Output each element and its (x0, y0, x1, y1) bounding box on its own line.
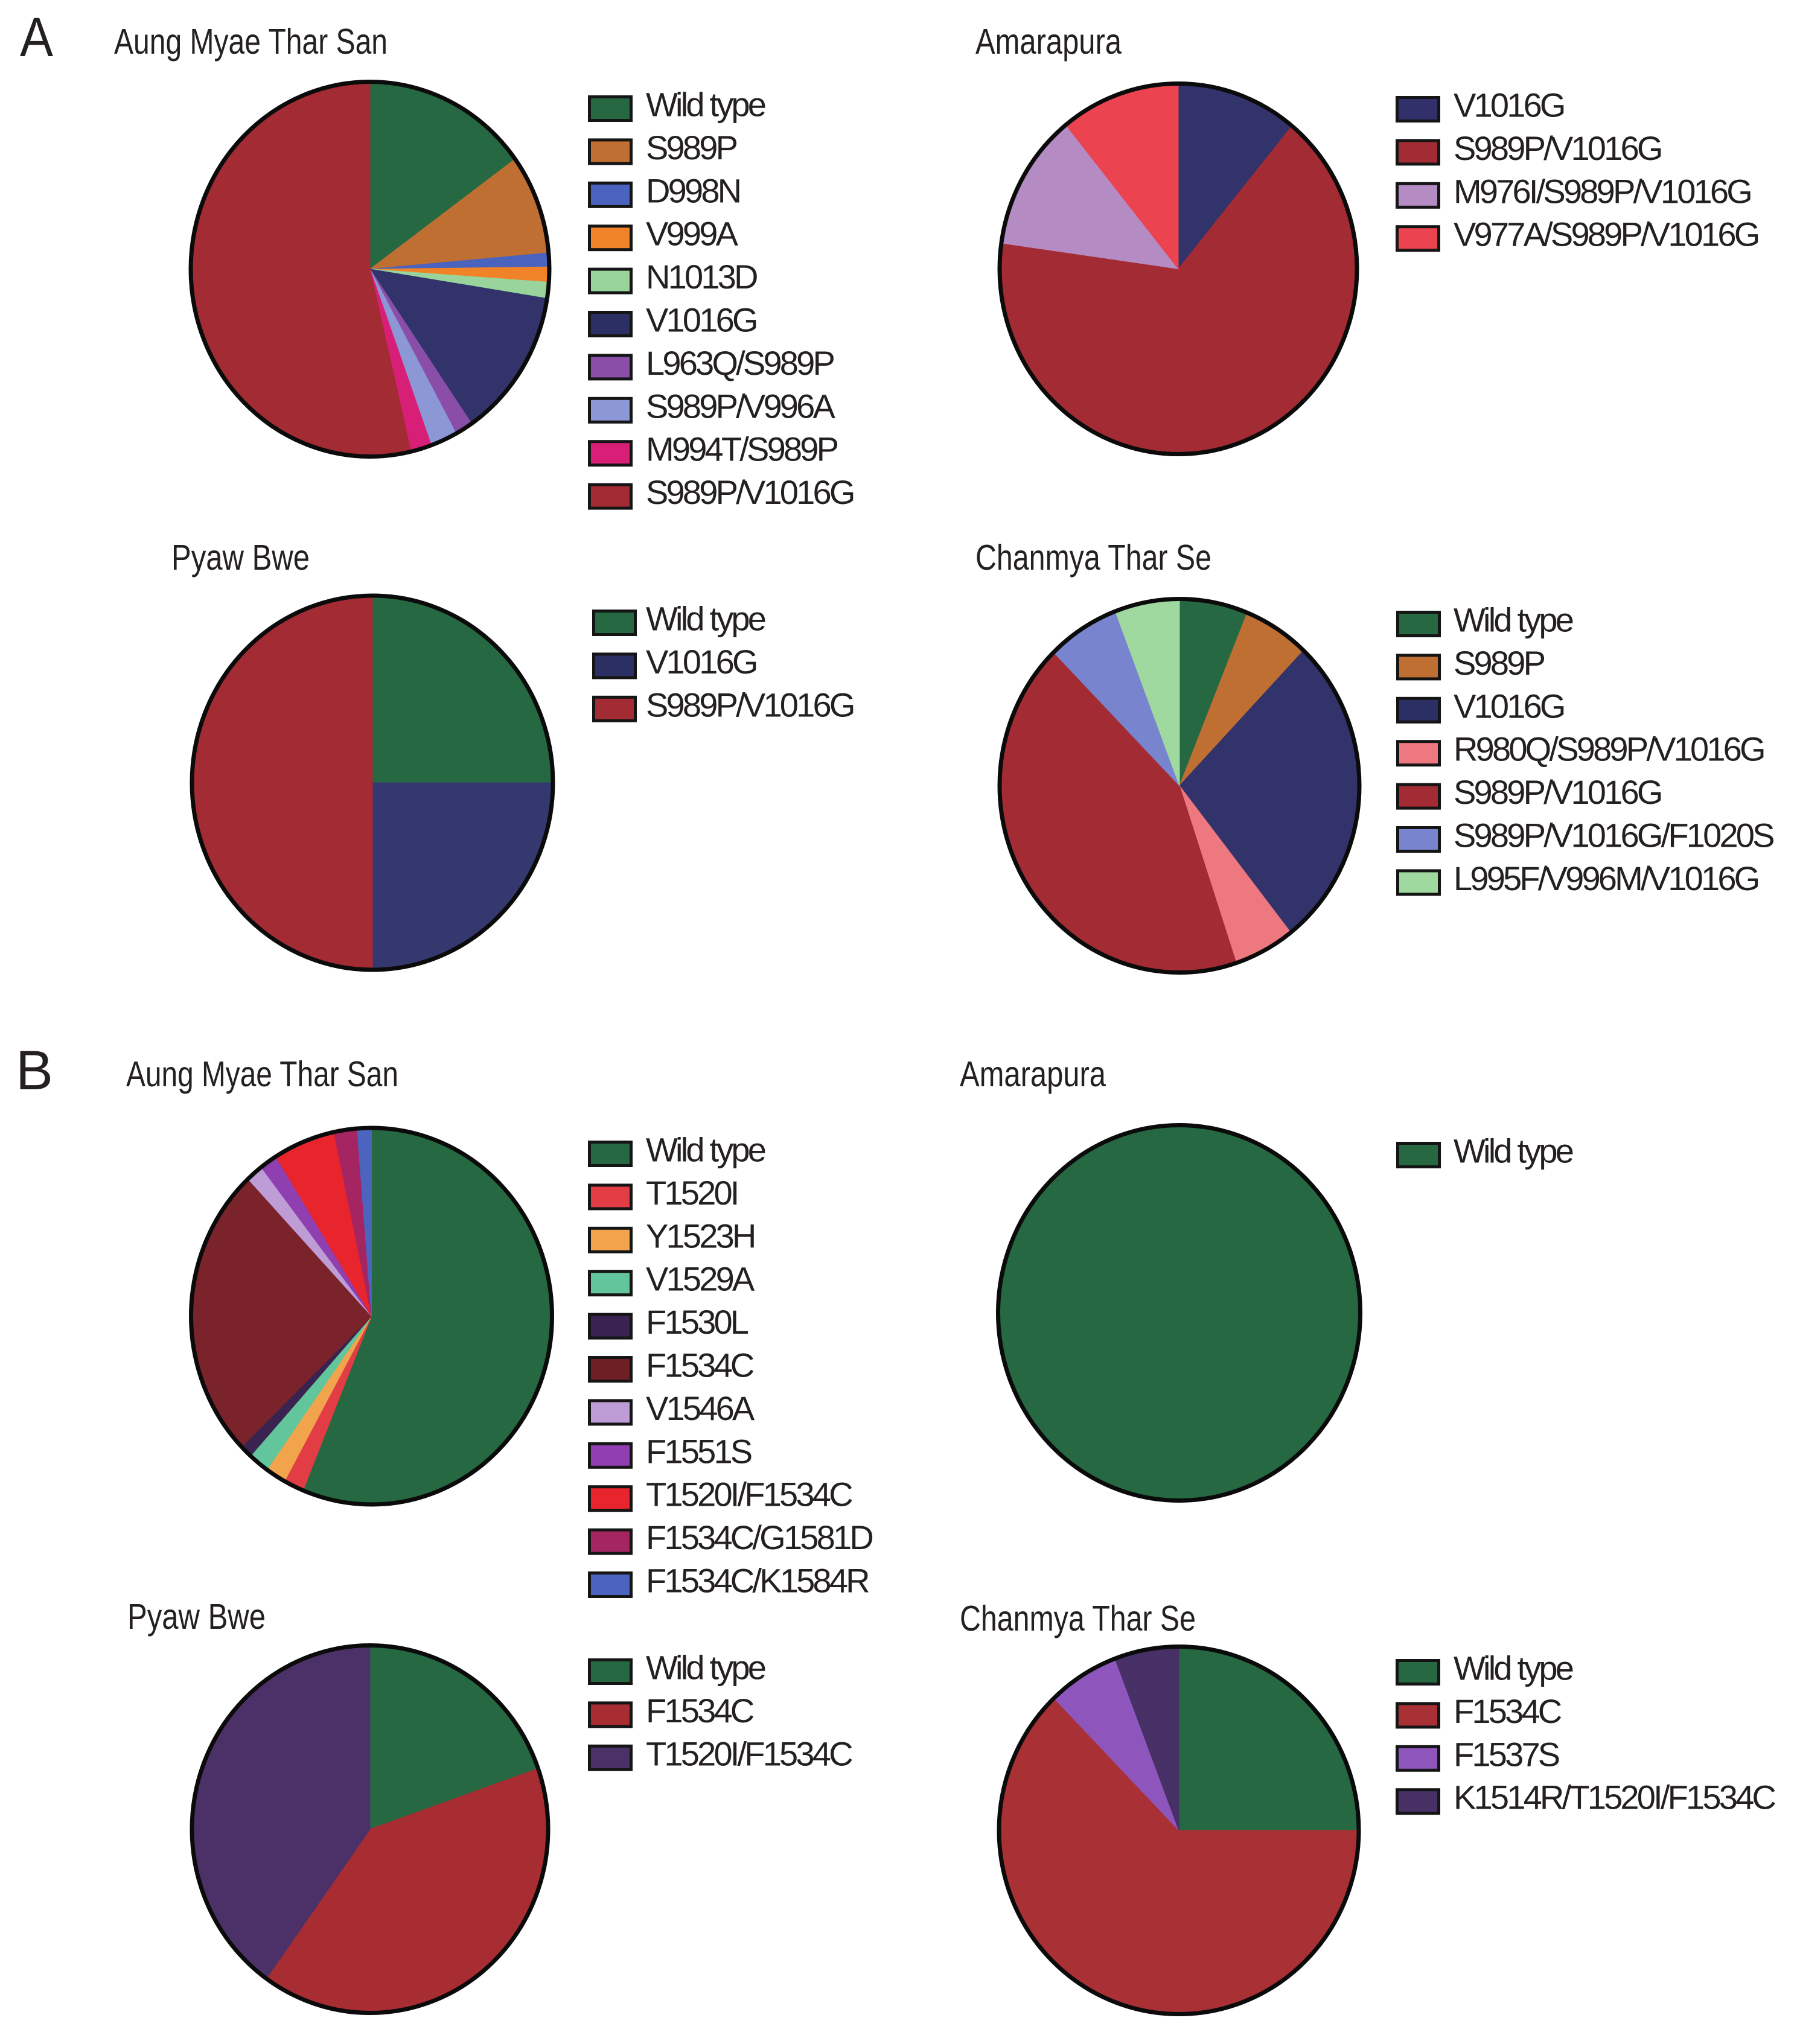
svg-text:S989P/V1016G/F1020S: S989P/V1016G/F1020S (1454, 817, 1773, 855)
svg-text:Wild type: Wild type (646, 86, 765, 124)
svg-text:M976I/S989P/V1016G: M976I/S989P/V1016G (1454, 172, 1751, 210)
svg-text:F1534C: F1534C (1454, 1692, 1562, 1730)
svg-text:T1520I/F1534C: T1520I/F1534C (646, 1734, 852, 1772)
svg-text:Wild type: Wild type (646, 600, 765, 638)
svg-text:F1537S: F1537S (1454, 1735, 1559, 1773)
svg-text:Wild type: Wild type (1454, 1649, 1573, 1687)
svg-text:S989P/V1016G: S989P/V1016G (1454, 773, 1661, 811)
svg-text:B: B (16, 1040, 53, 1101)
svg-text:Pyaw Bwe: Pyaw Bwe (127, 1597, 266, 1637)
svg-text:F1534C: F1534C (646, 1692, 754, 1730)
svg-text:Y1523H: Y1523H (646, 1217, 755, 1255)
svg-text:F1534C: F1534C (646, 1346, 754, 1384)
svg-text:Wild type: Wild type (646, 1649, 765, 1687)
svg-text:Amarapura: Amarapura (975, 22, 1122, 62)
svg-text:V977A/S989P/V1016G: V977A/S989P/V1016G (1454, 215, 1758, 253)
svg-text:N1013D: N1013D (646, 258, 757, 296)
svg-text:V1016G: V1016G (1454, 687, 1564, 725)
svg-text:V1016G: V1016G (1454, 86, 1564, 124)
svg-text:S989P/V1016G: S989P/V1016G (1454, 129, 1661, 167)
svg-text:R980Q/S989P/V1016G: R980Q/S989P/V1016G (1454, 730, 1764, 768)
svg-text:V1529A: V1529A (646, 1260, 755, 1298)
svg-text:T1520I: T1520I (646, 1174, 738, 1212)
svg-text:F1551S: F1551S (646, 1432, 752, 1470)
svg-text:Pyaw Bwe: Pyaw Bwe (171, 538, 310, 578)
svg-text:S989P/V996A: S989P/V996A (646, 387, 835, 425)
svg-text:V1016G: V1016G (646, 301, 756, 339)
svg-text:V1016G: V1016G (646, 643, 756, 681)
svg-text:V1546A: V1546A (646, 1389, 755, 1427)
svg-text:F1530L: F1530L (646, 1303, 748, 1341)
svg-text:Chanmya Thar Se: Chanmya Thar Se (975, 538, 1211, 578)
svg-text:Chanmya Thar Se: Chanmya Thar Se (960, 1599, 1196, 1638)
svg-text:S989P/V1016G: S989P/V1016G (646, 686, 854, 724)
svg-text:V999A: V999A (646, 215, 739, 253)
svg-text:M994T/S989P: M994T/S989P (646, 430, 838, 468)
svg-text:Wild type: Wild type (646, 1131, 765, 1169)
svg-text:Wild type: Wild type (1454, 1132, 1573, 1170)
svg-text:L995F/V996M/V1016G: L995F/V996M/V1016G (1454, 859, 1758, 897)
svg-text:S989P: S989P (1454, 644, 1545, 682)
svg-text:F1534C/K1584R: F1534C/K1584R (646, 1562, 869, 1600)
svg-text:L963Q/S989P: L963Q/S989P (646, 344, 834, 382)
svg-text:S989P: S989P (646, 129, 737, 167)
svg-text:F1534C/G1581D: F1534C/G1581D (646, 1518, 872, 1556)
svg-text:Aung Myae Thar San: Aung Myae Thar San (114, 22, 388, 62)
svg-text:K1514R/T1520I/F1534C: K1514R/T1520I/F1534C (1454, 1778, 1775, 1816)
svg-text:T1520I/F1534C: T1520I/F1534C (646, 1476, 852, 1514)
svg-text:Wild type: Wild type (1454, 601, 1573, 639)
svg-text:Aung Myae Thar San: Aung Myae Thar San (126, 1054, 398, 1094)
svg-text:D998N: D998N (646, 171, 739, 209)
svg-text:Amarapura: Amarapura (960, 1054, 1106, 1094)
svg-text:A: A (20, 7, 54, 68)
svg-text:S989P/V1016G: S989P/V1016G (646, 473, 854, 511)
